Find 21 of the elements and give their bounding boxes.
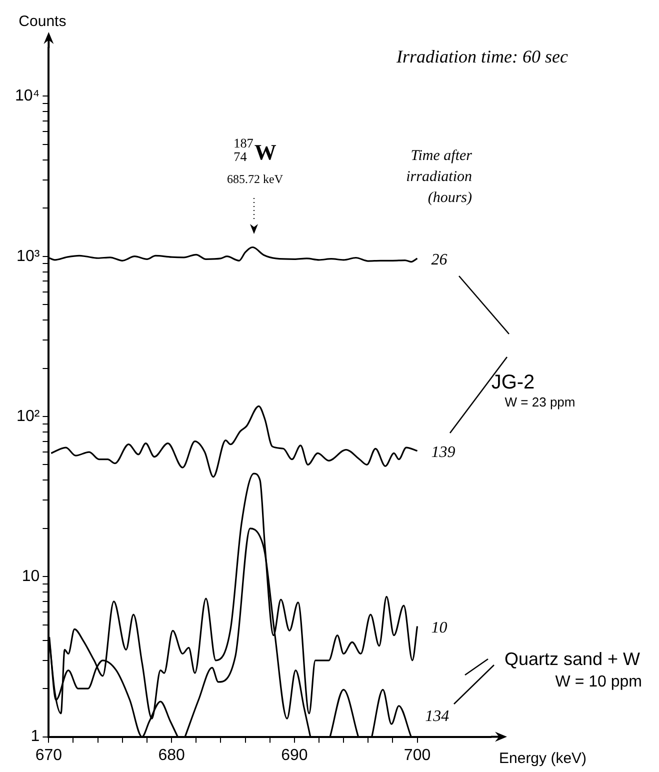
x-tick-label: 700 xyxy=(404,746,431,764)
text: W = 10 ppm xyxy=(555,673,642,690)
text: JG-2 xyxy=(491,372,535,394)
annotation: Irradiation time: 60 sec xyxy=(396,46,568,67)
series-label: 139 xyxy=(431,444,456,462)
y-tick-label: 10³ xyxy=(16,248,40,265)
annotation: Time after irradiation (hours) xyxy=(406,148,472,206)
series-label: 134 xyxy=(425,708,450,726)
y-tick-label: 10 xyxy=(22,568,40,586)
series-label: 26 xyxy=(431,252,448,269)
y-tick-label: 10² xyxy=(16,408,40,425)
y-tick-label: 10⁴ xyxy=(15,88,40,105)
y-axis-title: Counts xyxy=(18,13,66,30)
series-label: 10 xyxy=(431,619,448,636)
x-tick-label: 690 xyxy=(281,746,308,764)
x-tick-label: 670 xyxy=(35,746,62,764)
y-tick-label: 1 xyxy=(30,728,40,746)
x-tick-label: 680 xyxy=(158,746,185,764)
x-axis-title: Energy (keV) xyxy=(499,750,587,767)
text: Quartz sand + W xyxy=(504,648,640,669)
text: W = 23 ppm xyxy=(504,394,576,410)
